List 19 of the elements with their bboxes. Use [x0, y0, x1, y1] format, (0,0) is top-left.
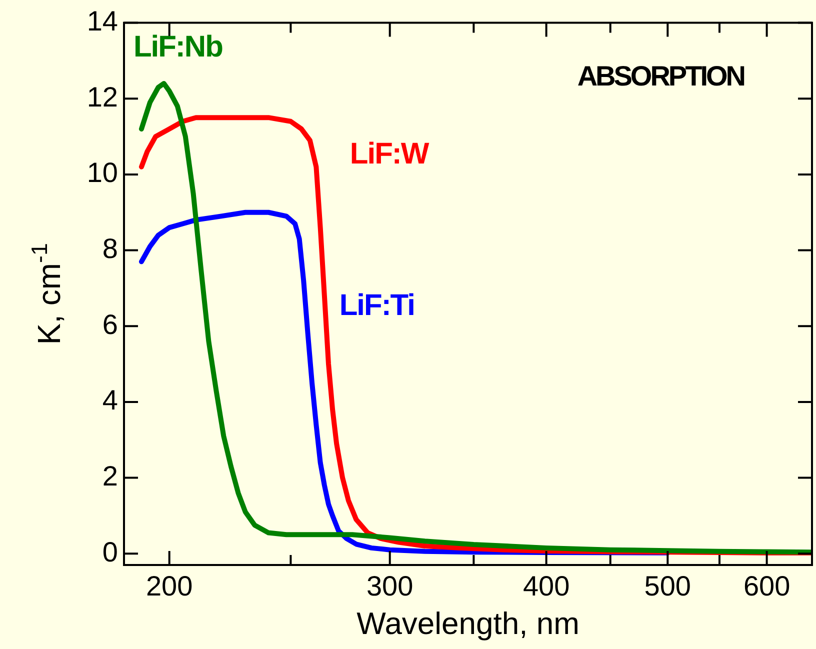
annotation: ABSORPTION: [577, 60, 745, 92]
y-tick-label: 0: [102, 536, 118, 568]
series-label: LiF:Nb: [133, 30, 224, 64]
x-tick-label: 400: [522, 570, 570, 602]
x-axis-title: Wavelength, nm: [356, 606, 580, 641]
series-label: LiF:Ti: [339, 289, 414, 322]
y-axis-title: K, cm-1: [27, 243, 67, 345]
x-tick-label: 600: [743, 570, 790, 602]
series-label: LiF:W: [350, 138, 430, 171]
y-tick-label: 2: [102, 460, 118, 492]
y-tick-label: 14: [86, 6, 118, 37]
y-tick-label: 4: [102, 384, 118, 416]
y-tick-label: 10: [86, 157, 118, 188]
x-tick-label: 200: [146, 570, 193, 602]
x-tick-label: 500: [644, 570, 692, 602]
y-tick-label: 6: [102, 308, 118, 340]
x-tick-label: 300: [366, 570, 414, 602]
y-tick-label: 12: [86, 81, 118, 112]
y-tick-label: 8: [102, 233, 118, 264]
